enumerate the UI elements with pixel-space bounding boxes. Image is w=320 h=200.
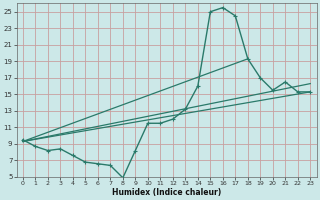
X-axis label: Humidex (Indice chaleur): Humidex (Indice chaleur) bbox=[112, 188, 221, 197]
